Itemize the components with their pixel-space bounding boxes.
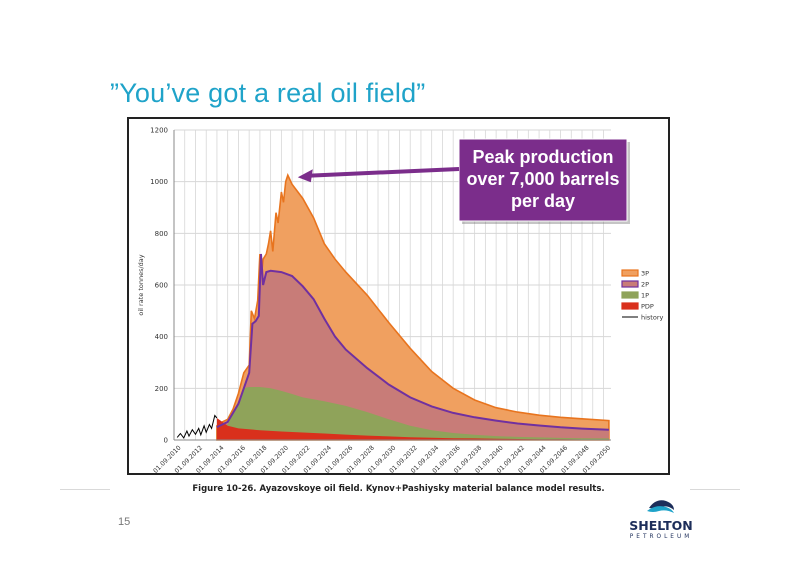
legend-swatch-2p [621,280,639,288]
callout-text-line: over 7,000 barrels [466,169,619,189]
slide-title: ”You’ve got a real oil field” [110,78,426,108]
chart-frame: 0 200 400 600 800 1000 1200 01.09.2010 01.09.201… [127,117,670,475]
figure-caption: Figure 10-26. Ayazovskoye oil field. Kyn… [192,484,605,494]
company-logo: SHELTON PETROLEUM [616,496,706,546]
y-tick-label: 200 [155,385,168,393]
legend-swatch-1p [621,291,639,299]
callout-box [458,138,628,222]
callout-text-line: Peak production [472,147,613,167]
legend-swatch-3p [621,269,639,277]
series-pdp-area [216,418,609,440]
y-tick-label: 1200 [150,127,168,135]
series-1p-area [216,387,609,440]
callout-text-line: per day [511,191,575,211]
legend-label-3p: 3P [641,270,649,278]
series-history-line [176,414,218,439]
callout-arrow-line [307,167,460,178]
series-2p-line [216,253,609,431]
y-tick-label: 600 [155,282,168,290]
chart-lines [176,253,609,439]
legend-label-history: history [641,314,664,322]
logo-subtitle: PETROLEUM [629,534,693,540]
series-2p-area [216,254,609,440]
y-tick-label: 1000 [150,178,168,186]
production-chart: 02004006008001000120001.09.201001.09.201… [137,127,664,474]
footer-rule-left [60,489,110,490]
y-tick-label: 400 [155,333,168,341]
callout-arrow-head [297,169,313,183]
logo-name: SHELTON [629,518,693,533]
legend-label-2p: 2P [641,281,649,289]
y-tick-label: 0 [164,437,168,445]
legend-label-1p: 1P [641,292,649,300]
legend: 3P 2P 1P PDP history [621,269,664,322]
y-tick-label: 800 [155,230,168,238]
legend-label-pdp: PDP [641,303,654,311]
legend-swatch-pdp [621,302,639,310]
footer-rule-right [690,489,740,490]
wave-logo-icon [647,500,674,513]
y-axis-label: oil rate tonnes/day [137,254,145,315]
page-number: 15 [118,516,131,528]
